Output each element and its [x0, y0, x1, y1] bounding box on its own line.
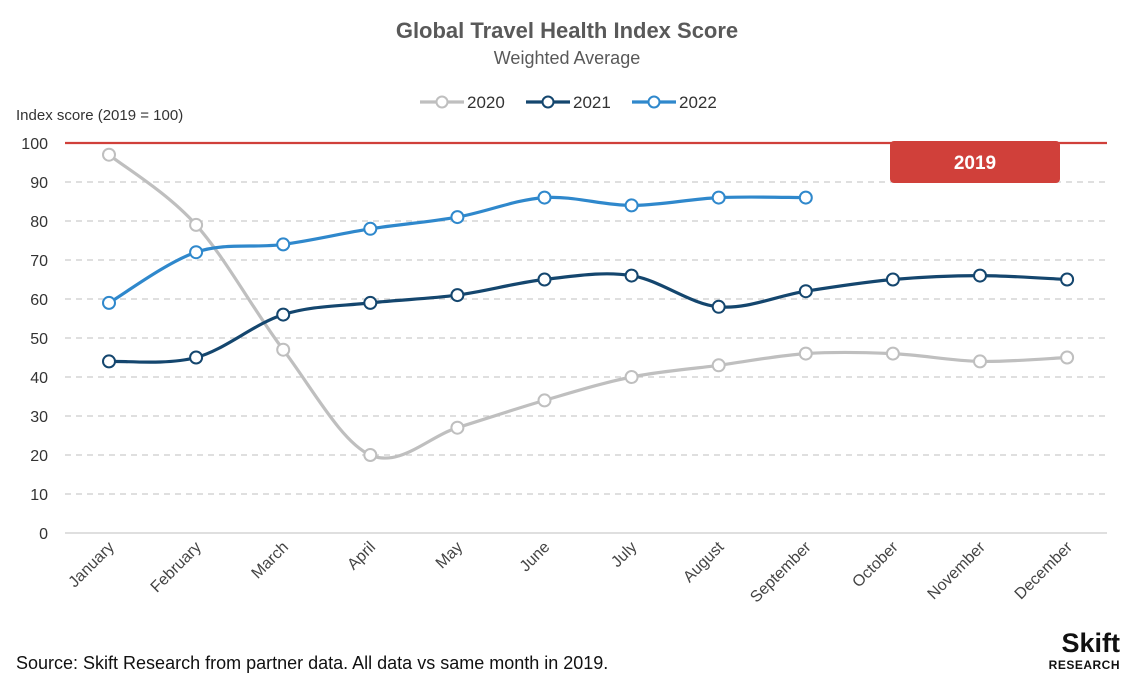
data-point-2022 — [102, 295, 116, 310]
data-point-2022 — [450, 210, 465, 225]
y-axis-ticks: 0 10 20 30 40 50 60 70 80 90 100 — [21, 136, 48, 543]
legend-item-2022: 2022 — [632, 93, 717, 112]
legend-swatch-marker — [435, 95, 449, 109]
x-tick-label: September — [747, 538, 815, 606]
y-tick-label: 90 — [30, 175, 48, 192]
x-tick-label: March — [249, 539, 292, 582]
data-point-2022 — [537, 190, 552, 205]
x-tick-label: October — [849, 538, 902, 591]
y-tick-label: 100 — [21, 136, 48, 153]
data-point-2022 — [276, 237, 291, 252]
legend-label: 2020 — [467, 93, 505, 112]
data-point-2020 — [711, 358, 726, 373]
y-tick-label: 0 — [39, 526, 48, 543]
logo-subtitle: RESEARCH — [1049, 658, 1120, 672]
y-axis-label: Index score (2019 = 100) — [16, 107, 183, 124]
chart-subtitle: Weighted Average — [494, 48, 640, 68]
legend-item-2020: 2020 — [420, 93, 505, 112]
data-point-2021 — [624, 268, 639, 283]
data-point-2021 — [102, 354, 116, 369]
legend: 2020 2021 2022 — [420, 93, 717, 112]
series-line-2021 — [107, 272, 1069, 364]
data-point-2022 — [711, 190, 726, 205]
chart-title: Global Travel Health Index Score — [396, 18, 738, 43]
data-point-2021 — [537, 272, 552, 287]
series-group — [102, 147, 1075, 462]
y-tick-label: 80 — [30, 214, 48, 231]
y-tick-label: 40 — [30, 370, 48, 387]
data-point-2022 — [189, 245, 204, 260]
legend-label: 2021 — [573, 93, 611, 112]
reference-badge — [890, 141, 1060, 183]
x-tick-label: January — [66, 539, 118, 591]
data-point-2022 — [624, 198, 639, 213]
data-point-2020 — [624, 370, 639, 384]
data-point-2021 — [450, 288, 465, 303]
data-point-2020 — [102, 147, 116, 162]
x-tick-label: May — [433, 539, 466, 572]
data-point-2020 — [276, 342, 291, 357]
data-point-2020 — [363, 448, 378, 462]
data-point-2021 — [711, 299, 726, 314]
legend-label: 2022 — [679, 93, 717, 112]
data-point-2020 — [450, 420, 465, 435]
x-tick-label: December — [1012, 538, 1077, 603]
reference-badge-label: 2019 — [954, 153, 996, 174]
data-point-2022 — [798, 190, 813, 205]
skift-logo: Skift RESEARCH — [1049, 628, 1120, 672]
data-point-2020 — [885, 346, 900, 361]
series-2020 — [102, 147, 1075, 462]
series-2022 — [102, 190, 813, 310]
y-tick-label: 30 — [30, 409, 48, 426]
data-point-2022 — [363, 221, 378, 236]
data-point-2021 — [1060, 272, 1075, 287]
data-point-2021 — [885, 272, 900, 287]
data-point-2021 — [973, 268, 987, 283]
data-point-2020 — [1060, 350, 1075, 365]
y-tick-label: 50 — [30, 331, 48, 348]
y-tick-label: 60 — [30, 292, 48, 309]
y-tick-label: 70 — [30, 253, 48, 270]
data-point-2021 — [276, 307, 291, 322]
reference-line-group: 2019 — [65, 141, 1107, 183]
legend-swatch-marker — [647, 95, 661, 109]
logo-wordmark: Skift — [1061, 628, 1120, 658]
x-tick-label: June — [517, 539, 554, 576]
data-point-2020 — [189, 217, 204, 232]
x-tick-label: August — [680, 538, 728, 586]
legend-swatch-marker — [541, 95, 555, 109]
data-point-2020 — [798, 346, 813, 361]
x-tick-label: April — [344, 539, 379, 574]
x-axis: January February March April May June July Augu… — [66, 538, 1077, 606]
gridlines — [65, 181, 1107, 534]
data-point-2020 — [537, 393, 552, 408]
x-tick-label: November — [925, 538, 990, 603]
data-point-2021 — [363, 295, 378, 310]
y-tick-label: 10 — [30, 487, 48, 504]
x-tick-label: July — [608, 539, 640, 571]
y-tick-label: 20 — [30, 448, 48, 465]
data-point-2021 — [798, 284, 813, 299]
source-note: Source: Skift Research from partner data… — [16, 653, 608, 673]
x-tick-label: February — [148, 539, 205, 596]
legend-item-2021: 2021 — [526, 93, 611, 112]
data-point-2021 — [189, 350, 204, 365]
series-2021 — [102, 268, 1075, 369]
data-point-2020 — [973, 354, 987, 369]
